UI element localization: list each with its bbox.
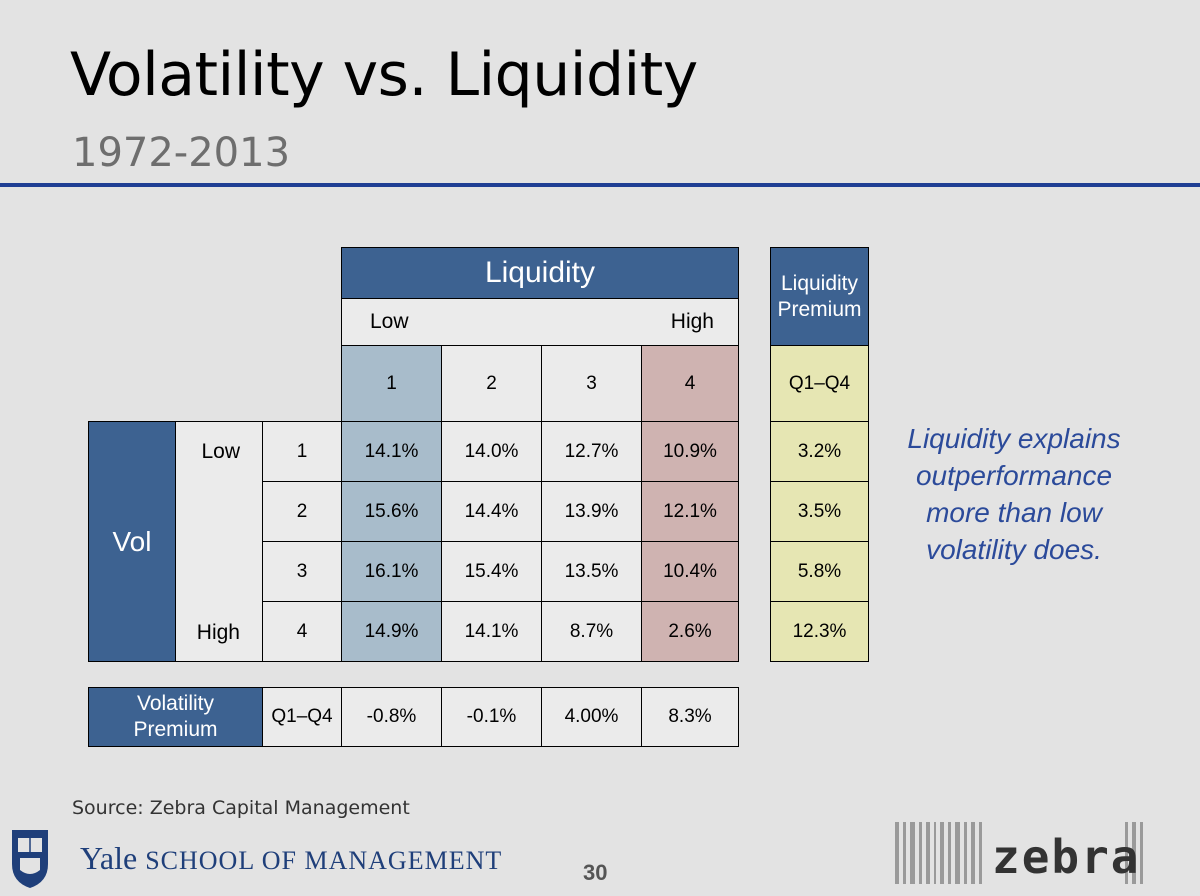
liquidity-premium-header: Liquidity Premium: [770, 247, 869, 346]
yale-wordmark: Yale SCHOOL OF MANAGEMENT: [80, 840, 502, 877]
liquidity-quartile-header: 2: [441, 345, 542, 422]
return-cell: 14.1%: [441, 601, 542, 662]
vol-quartile-cell: 4: [262, 601, 342, 662]
return-cell: 12.7%: [541, 421, 642, 482]
vol-low-high-column: Low High: [175, 421, 263, 662]
vol-high-label: High: [197, 621, 240, 645]
vol-quartile-cell: 3: [262, 541, 342, 602]
vol-quartile-cell: 1: [262, 421, 342, 482]
callout-text: Liquidity explains outperformance more t…: [884, 420, 1144, 568]
liquidity-premium-cell: 3.2%: [770, 421, 869, 482]
return-cell: 10.4%: [641, 541, 739, 602]
return-cell: 14.4%: [441, 481, 542, 542]
liquidity-premium-cell: 5.8%: [770, 541, 869, 602]
volatility-premium-cell: 8.3%: [641, 687, 739, 747]
volatility-premium-label: Volatility Premium: [88, 687, 263, 747]
title-divider: [0, 183, 1200, 187]
page-number: 30: [583, 860, 607, 886]
volatility-premium-cell: 4.00%: [541, 687, 642, 747]
return-cell: 8.7%: [541, 601, 642, 662]
vol-quartile-cell: 2: [262, 481, 342, 542]
return-cell: 15.6%: [341, 481, 442, 542]
return-cell: 14.0%: [441, 421, 542, 482]
return-cell: 14.9%: [341, 601, 442, 662]
return-cell: 14.1%: [341, 421, 442, 482]
return-cell: 13.9%: [541, 481, 642, 542]
liquidity-low-high-row: Low High: [341, 298, 739, 346]
return-cell: 12.1%: [641, 481, 739, 542]
yale-school: SCHOOL OF MANAGEMENT: [145, 846, 502, 875]
liquidity-quartile-header: 1: [341, 345, 442, 422]
liquidity-quartile-header: 3: [541, 345, 642, 422]
liquidity-low-label: Low: [370, 310, 409, 334]
vol-low-label: Low: [201, 440, 240, 464]
liquidity-premium-cell: 3.5%: [770, 481, 869, 542]
liquidity-premium-sub: Q1–Q4: [770, 345, 869, 422]
yale-shield-icon: [10, 828, 50, 890]
liquidity-premium-cell: 12.3%: [770, 601, 869, 662]
liquidity-quartile-header: 4: [641, 345, 739, 422]
liquidity-high-label: High: [671, 310, 714, 334]
slide-title: Volatility vs. Liquidity: [70, 40, 698, 110]
vol-label: Vol: [88, 421, 176, 662]
yale-name: Yale: [80, 840, 137, 876]
volatility-premium-cell: -0.1%: [441, 687, 542, 747]
volatility-premium-sub: Q1–Q4: [262, 687, 342, 747]
source-note: Source: Zebra Capital Management: [72, 797, 410, 819]
return-cell: 13.5%: [541, 541, 642, 602]
volatility-premium-cell: -0.8%: [341, 687, 442, 747]
return-cell: 10.9%: [641, 421, 739, 482]
return-cell: 15.4%: [441, 541, 542, 602]
slide-subtitle: 1972-2013: [72, 130, 290, 176]
return-cell: 2.6%: [641, 601, 739, 662]
zebra-logo-text: zebra: [992, 830, 1140, 884]
liquidity-header: Liquidity: [341, 247, 739, 299]
return-cell: 16.1%: [341, 541, 442, 602]
